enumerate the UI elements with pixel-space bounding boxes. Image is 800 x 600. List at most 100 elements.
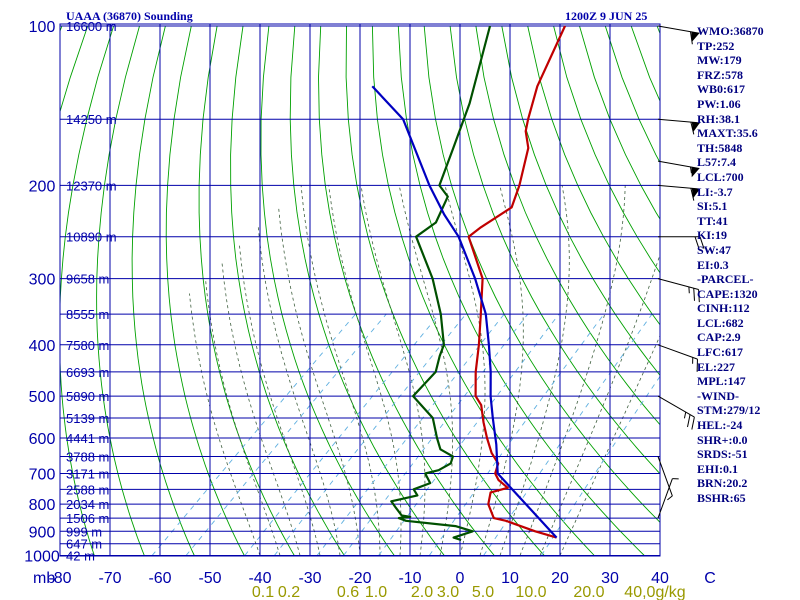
- barb-staff: [657, 456, 673, 497]
- barb-flag: [694, 236, 700, 249]
- mixing-ratio-line: [428, 313, 605, 556]
- dry-adiabat: [501, 25, 660, 376]
- index-line: MPL:147: [697, 374, 746, 389]
- dry-adiabat: [289, 25, 446, 556]
- mixing-ratio-line: [274, 313, 467, 556]
- pressure-tick-label: 300: [29, 272, 56, 289]
- temperature-tick-label: 40: [651, 570, 669, 587]
- mixing-ratio-label: 0.2: [278, 584, 300, 600]
- temperature-tick-label: 20: [551, 570, 569, 587]
- barb-half: [683, 412, 687, 419]
- barb-staff: [657, 278, 699, 290]
- dry-adiabat: [475, 25, 660, 426]
- index-line: L57:7.4: [697, 155, 736, 170]
- index-line: EL:227: [697, 359, 736, 374]
- dry-adiabat: [60, 25, 115, 556]
- moist-adiabat: [444, 185, 486, 556]
- index-line: MW:179: [697, 53, 742, 68]
- barb-flag: [690, 188, 695, 201]
- index-line: LCL:700: [697, 169, 744, 184]
- wind-barb: [657, 478, 679, 519]
- moist-adiabat: [205, 278, 281, 556]
- index-line: SW:47: [697, 242, 732, 257]
- mixing-ratio-label: 0.6: [337, 584, 359, 600]
- background-lines: [60, 25, 660, 556]
- dry-adiabat: [397, 25, 646, 556]
- index-line: BSHR:65: [697, 491, 746, 505]
- height-label: 7580 m: [66, 338, 109, 353]
- mixing-ratio-line: [343, 313, 529, 556]
- wind-barb: [658, 236, 705, 249]
- temperature-tick-label: C: [704, 570, 716, 587]
- height-label: 2034 m: [66, 497, 109, 512]
- index-line: TH:5848: [697, 140, 743, 155]
- barb-staff: [657, 118, 700, 124]
- mixing-ratio-line: [541, 375, 660, 556]
- barb-flag: [693, 288, 695, 301]
- index-line: KI:19: [697, 228, 727, 243]
- index-line: FRZ:578: [697, 67, 743, 82]
- moist-adiabat: [239, 245, 321, 556]
- pressure-tick-label: 500: [29, 389, 56, 406]
- index-line: LFC:617: [697, 345, 743, 360]
- moist-adiabat: [300, 185, 381, 556]
- height-label: 10890 m: [66, 230, 117, 245]
- index-line: -PARCEL-: [697, 272, 754, 287]
- mixing-ratio-line: [316, 313, 505, 556]
- dry-adiabat: [60, 25, 63, 33]
- moist-adiabat: [559, 334, 660, 556]
- index-line: TP:252: [697, 38, 735, 53]
- index-line: -WIND-: [697, 388, 739, 403]
- index-line: STM:279/12: [697, 403, 761, 418]
- index-line: WB0:617: [697, 82, 745, 97]
- pressure-tick-label: 800: [29, 497, 56, 514]
- pressure-unit-label: mb: [33, 570, 55, 587]
- mixing-ratio-line: [244, 313, 440, 556]
- index-line: CAPE:1320: [697, 286, 758, 301]
- index-panel: WMO:36870 TP:252 MW:179 FRZ:578 WB0:617 PW:1.…: [697, 24, 800, 506]
- barb-flag: [690, 122, 695, 135]
- moist-adiabat: [479, 185, 524, 556]
- moist-adiabat: [257, 227, 341, 556]
- index-line: CINH:112: [697, 301, 750, 316]
- height-label: 647 m: [66, 537, 102, 552]
- dry-adiabat: [553, 25, 660, 274]
- height-label: 4441 m: [66, 431, 109, 446]
- temperature-line: [467, 25, 566, 539]
- wind-barb: [657, 395, 695, 430]
- wind-barb: [657, 160, 700, 178]
- mixing-ratio-label: 1.0: [365, 584, 387, 600]
- index-line: EI:0.3: [697, 257, 729, 272]
- height-label: 999 m: [66, 524, 102, 539]
- wind-barb: [657, 456, 673, 501]
- dry-adiabat: [345, 25, 546, 556]
- mixing-ratio-label: 10.0: [515, 584, 546, 600]
- pressure-tick-label: 900: [29, 524, 56, 541]
- mixing-ratio-label: 20.0: [573, 584, 604, 600]
- moist-adiabat: [221, 262, 301, 556]
- temperature-tick-label: 0: [456, 570, 465, 587]
- temperature-tick-label: -10: [398, 570, 421, 587]
- barb-flag: [698, 289, 700, 303]
- dry-adiabat: [449, 25, 660, 475]
- mixing-ratio-line: [185, 313, 387, 556]
- wind-barb: [657, 278, 700, 303]
- height-label: 12370 m: [66, 178, 117, 193]
- dry-adiabat: [423, 25, 660, 523]
- height-label: 9658 m: [66, 272, 109, 287]
- moist-adiabat: [278, 207, 361, 556]
- temperature-tick-label: -30: [298, 570, 321, 587]
- barb-pennant: [691, 31, 700, 43]
- dry-adiabat: [230, 25, 346, 556]
- wind-barbs: [657, 25, 705, 519]
- mixing-ratio-line: [483, 313, 653, 556]
- barb-staff: [657, 344, 698, 360]
- index-line: SHR+:0.0: [697, 432, 748, 447]
- barb-staff: [657, 160, 700, 169]
- dry-adiabat: [131, 25, 196, 556]
- wind-barb: [657, 344, 698, 372]
- dry-adiabat: [198, 25, 296, 556]
- index-line: HEL:-24: [697, 418, 743, 433]
- barb-pennant: [691, 122, 700, 133]
